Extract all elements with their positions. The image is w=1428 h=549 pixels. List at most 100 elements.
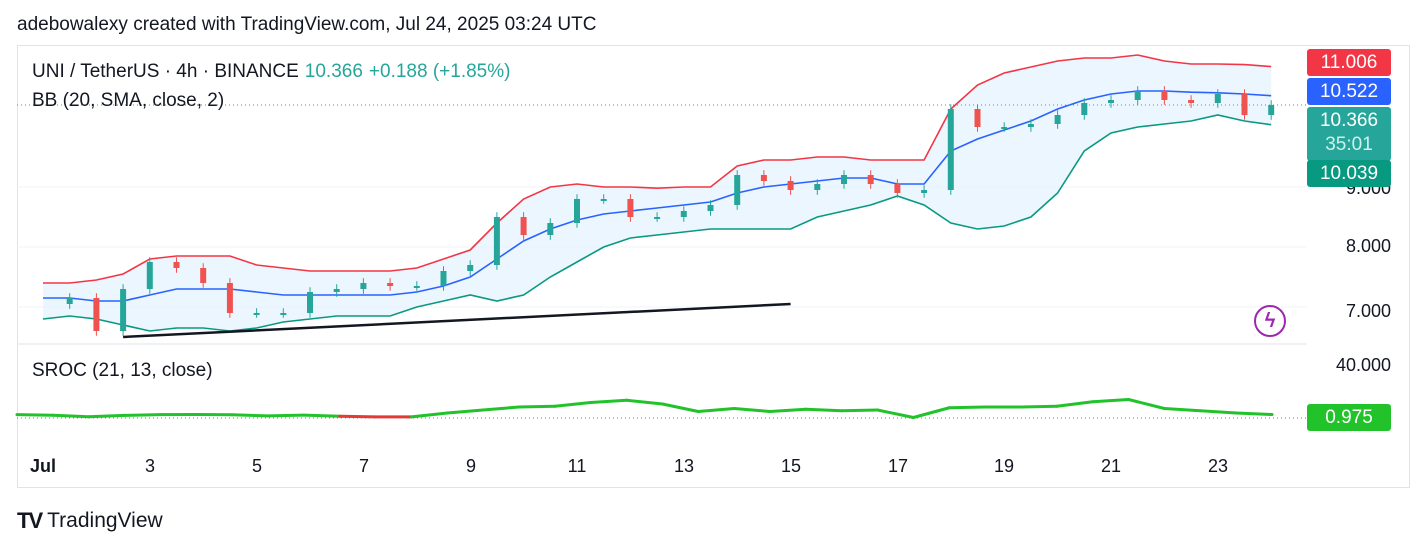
bar-countdown: 35:01 [1325,134,1373,155]
time-label-17: 17 [887,456,909,476]
sroc-segment [517,404,557,409]
candle [974,109,981,127]
candle [520,217,527,235]
sroc-legend[interactable]: SROC (21, 13, close) [32,360,213,382]
candle [574,199,580,223]
candle [146,262,153,289]
candle [787,181,794,190]
candle [1268,105,1275,115]
candle [814,184,821,190]
candle [1081,103,1088,115]
sroc-segment [660,402,700,413]
bb-label: BB (20, SMA, close, 2) [32,90,225,111]
candle [360,283,367,289]
sroc-segment [1127,398,1166,410]
sroc-segment [481,405,521,412]
sroc-segment [911,406,951,419]
candle [627,199,634,217]
time-label-jul: Jul [29,456,57,476]
candle [253,313,260,315]
sroc-segment [1019,404,1059,409]
sroc-segment [123,413,162,417]
last-price-badge: 10.366 35:01 [1307,107,1391,161]
sroc-segment [696,407,736,413]
candle [707,205,714,211]
candle [1027,124,1034,127]
time-label-7: 7 [358,456,370,476]
candle [654,217,661,219]
candle [1241,94,1248,115]
sroc-segment [230,413,270,418]
sroc-segment [87,413,127,419]
sroc-segment [338,414,378,419]
bb-band-fill [43,55,1272,331]
bb-legend[interactable]: BB (20, SMA, close, 2) [32,90,224,112]
time-label-23: 23 [1207,456,1229,476]
tv-logo-icon: TV [17,508,43,533]
last-price: 10.366 [304,61,363,82]
candle [867,175,874,184]
sroc-segment [302,413,342,418]
sroc-segment [553,401,593,408]
candle [440,271,447,286]
sroc-segment [768,407,808,413]
candle [1214,94,1221,103]
candle [547,223,554,235]
candle [921,190,928,193]
lightning-icon[interactable]: ϟ [1254,305,1286,337]
sroc-label: SROC (21, 13, close) [32,360,213,381]
candle [1161,91,1168,100]
candle [413,286,420,288]
sroc-segment [1055,400,1095,408]
sroc-segment [445,408,485,415]
candle [894,184,901,193]
chart-caption: adebowalexy created with TradingView.com… [17,14,597,35]
candle [200,268,207,283]
axis-label-7: 7.000 [1345,301,1391,321]
bb-upper-line [43,54,1272,284]
symbol-legend: UNI / TetherUS · 4h · BINANCE 10.366 +0.18… [32,61,510,83]
tradingview-logo: TV TradingView [17,508,163,534]
bb-lower-line [42,114,1272,332]
candle [1188,100,1195,103]
sroc-segment [1198,409,1238,415]
candle [760,175,767,181]
sroc-segment [840,408,880,413]
candle [280,313,287,315]
sroc-segment [947,405,987,410]
candle [1001,127,1008,129]
sroc-segment [804,407,844,413]
symbol-label: UNI / TetherUS · 4h · BINANCE [32,61,299,82]
time-label-3: 3 [144,456,156,476]
candle [947,109,954,190]
candle [66,298,73,304]
sroc-segment [1162,407,1202,413]
candle [120,289,127,331]
bb-basis-line [43,90,1272,302]
trendline [123,302,791,339]
candle [93,298,100,331]
time-label-11: 11 [567,456,587,476]
candle [734,175,741,205]
candle [600,199,607,201]
time-label-13: 13 [673,456,695,476]
candle [226,283,233,313]
candle [493,217,500,265]
candle [1108,100,1114,103]
candle [333,289,340,292]
sroc-segment [589,398,629,404]
sroc-segment [15,413,55,417]
axis-label-8: 8.000 [1345,236,1391,256]
candle [680,211,687,217]
chart-frame [17,45,1410,488]
time-label-9: 9 [465,456,477,476]
sroc-segment [266,413,306,418]
sroc-segment [876,408,915,419]
sroc-segment [1091,398,1131,404]
bb-lower-badge: 10.039 [1307,160,1391,187]
last-price-value: 10.366 [1319,110,1379,131]
sroc-segment [51,413,91,419]
time-label-21: 21 [1100,456,1122,476]
candle [1054,115,1061,124]
